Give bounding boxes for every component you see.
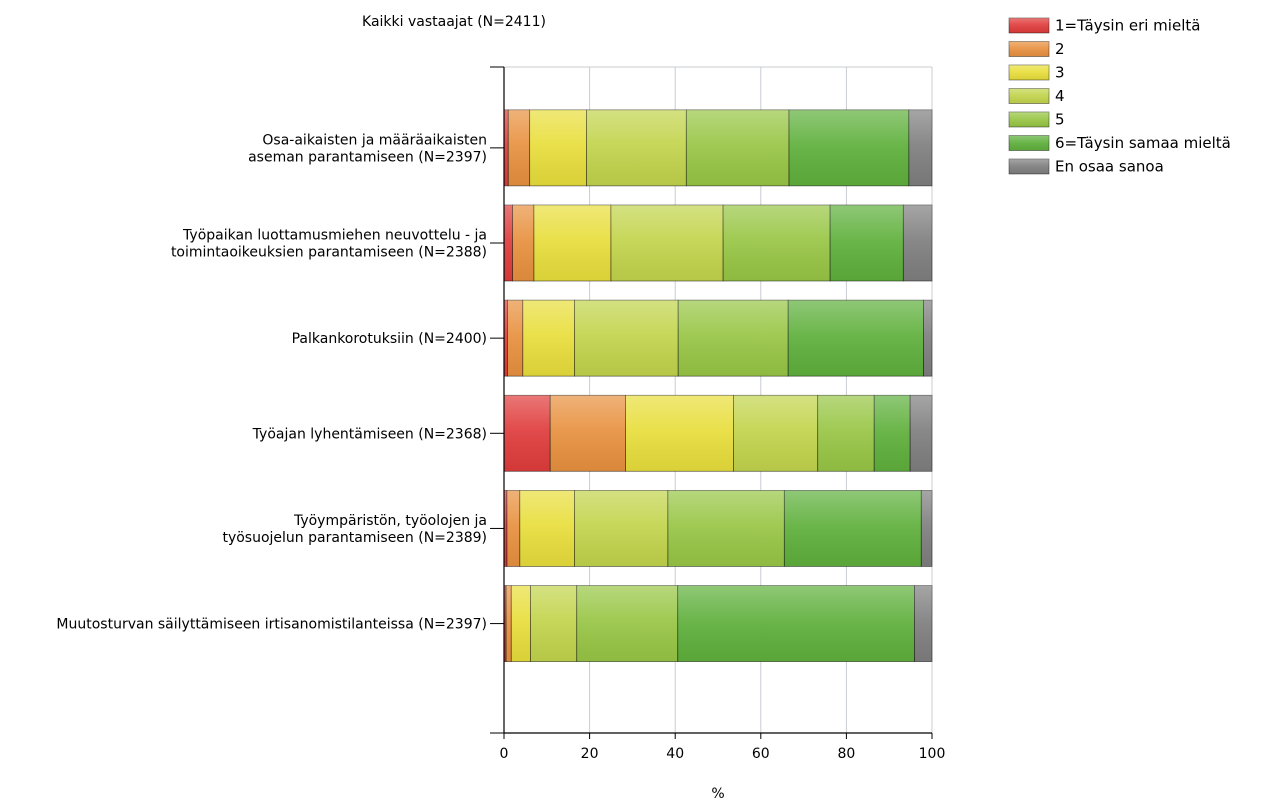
bar-segment-shine (504, 490, 507, 567)
bar-segment-shine (506, 585, 512, 662)
category-label: Työpaikan luottamusmiehen neuvottelu - j… (182, 228, 487, 244)
bar-segment-shine (504, 585, 507, 662)
bar-segment-shine (506, 490, 520, 567)
legend-label: 2 (1055, 40, 1065, 58)
bar-segment-shine (576, 585, 678, 662)
x-tick-label: 100 (919, 746, 946, 762)
bar-segment-shine (733, 395, 818, 472)
bar-segment-shine (519, 490, 575, 567)
x-tick-label: 0 (500, 746, 509, 762)
bar-segment-shine (910, 395, 932, 472)
category-label: Muutosturvan säilyttämiseen irtisanomist… (56, 617, 487, 633)
legend-swatch-shine (1009, 112, 1049, 127)
axes (490, 66, 933, 739)
bar-segment-shine (874, 395, 911, 472)
legend: 1=Täysin eri mieltä 2 3 4 5 6=Täysin samaa mi… (1008, 17, 1231, 176)
bar-segment-shine (574, 490, 668, 567)
bar-segment-shine (914, 585, 932, 662)
legend-swatch-shine (1009, 135, 1049, 151)
bar-segment-shine (504, 109, 509, 186)
bar-segment-shine (508, 109, 530, 186)
x-tick-labels: 0 20 40 60 80 100 (500, 746, 946, 762)
bar-segment-shine (686, 109, 790, 186)
bar-segment-shine (512, 205, 534, 282)
legend-label: 5 (1055, 111, 1065, 129)
bar-segment-shine (789, 109, 909, 186)
x-tick-label: 20 (581, 746, 599, 762)
x-axis-label: % (711, 786, 724, 801)
bar-segment-shine (788, 300, 924, 377)
x-tick-label: 40 (666, 746, 684, 762)
bars (503, 109, 933, 662)
bar-segment-shine (611, 205, 724, 282)
bar-segment-shine (908, 109, 932, 186)
category-label: Palkankorotuksiin (N=2400) (292, 331, 487, 347)
bar-segment-shine (511, 585, 531, 662)
bar-segment-shine (923, 300, 932, 377)
bar-segment-shine (530, 585, 577, 662)
bar-segment-shine (574, 300, 679, 377)
legend-label: En osaa sanoa (1055, 158, 1164, 176)
legend-label: 4 (1055, 87, 1065, 105)
bar-segment-shine (784, 490, 922, 567)
category-label: aseman parantamiseen (N=2397) (248, 149, 487, 165)
bar-segment-shine (522, 300, 575, 377)
category-label: toimintaoikeuksien parantamiseen (N=2388… (171, 245, 487, 261)
legend-label: 6=Täysin samaa mieltä (1055, 134, 1231, 152)
legend-label: 3 (1055, 64, 1065, 82)
legend-label: 1=Täysin eri mieltä (1055, 17, 1200, 35)
bar-segment-shine (677, 585, 915, 662)
x-tick-label: 80 (837, 746, 855, 762)
bar-segment-shine (529, 109, 587, 186)
category-label: Työympäristön, työolojen ja (293, 513, 487, 529)
category-label: työsuojelun parantamiseen (N=2389) (222, 530, 487, 546)
legend-swatch-shine (1009, 18, 1049, 33)
bar-segment-shine (533, 205, 611, 282)
bar-segment-shine (678, 300, 789, 377)
bar-segment-shine (586, 109, 687, 186)
legend-swatch-shine (1009, 41, 1049, 57)
bar-segment-shine (504, 395, 551, 472)
bar-segment-shine (507, 300, 523, 377)
chart-title: Kaikki vastaajat (N=2411) (362, 14, 546, 30)
category-label: Osa-aikaisten ja määräaikaisten (262, 132, 487, 148)
bar-segment-shine (504, 300, 508, 377)
bar-segment-shine (625, 395, 734, 472)
bar-segment-shine (921, 490, 932, 567)
bar-segment-shine (830, 205, 904, 282)
legend-swatch-shine (1009, 88, 1049, 104)
legend-swatch-shine (1009, 159, 1049, 174)
bar-segment-shine (667, 490, 785, 567)
bar-segment-shine (504, 205, 513, 282)
category-label: Työajan lyhentämiseen (N=2368) (252, 426, 487, 442)
bar-segment-shine (550, 395, 626, 472)
bar-segment-shine (723, 205, 831, 282)
legend-swatch-shine (1009, 65, 1049, 80)
bar-segment-shine (903, 205, 932, 282)
bar-segment-shine (817, 395, 875, 472)
x-tick-label: 60 (752, 746, 770, 762)
